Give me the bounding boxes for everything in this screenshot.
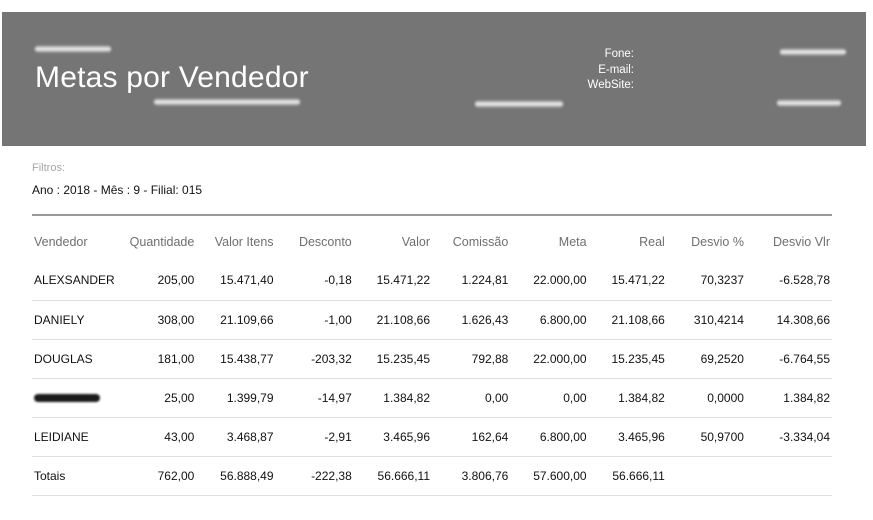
cell-valor-itens: 21.109,66 (196, 300, 276, 340)
cell-valor: 1.384,82 (353, 378, 433, 418)
cell-desvio-vlr: -6.528,78 (745, 261, 832, 301)
column-header-desvio-pct: Desvio % (691, 234, 744, 249)
cell-comissao: 162,64 (432, 417, 511, 457)
column-header-valor: Valor (401, 234, 431, 249)
redacted-phone (780, 48, 846, 56)
cell-valor-itens: 1.399,79 (196, 378, 276, 418)
cell-meta: 22.000,00 (510, 261, 589, 301)
cell-valor: 21.108,66 (353, 300, 433, 340)
redacted-postal-code (777, 99, 841, 107)
cell-comissao: 792,88 (432, 339, 511, 379)
cell-quantidade: 181,00 (116, 339, 197, 379)
filters-label: Filtros: (32, 162, 65, 174)
cell-desconto: -203,32 (275, 339, 354, 379)
column-header-meta: Meta (558, 234, 587, 249)
redacted-seller-name (34, 394, 100, 403)
header-divider (32, 214, 832, 216)
email-label: E-mail: (598, 63, 634, 76)
cell-desvio-pct: 70,3237 (666, 261, 746, 301)
cell-desvio-vlr: -6.764,55 (745, 339, 832, 379)
total-comissao: 3.806,76 (432, 456, 511, 496)
cell-desvio-vlr: 1.384,82 (745, 378, 832, 418)
cell-desvio-pct: 310,4214 (666, 300, 746, 340)
cell-quantidade: 205,00 (116, 261, 197, 301)
cell-valor: 3.465,96 (353, 417, 433, 457)
cell-desconto: -2,91 (275, 417, 354, 457)
table-header-row: Vendedor Quantidade Valor Itens Desconto… (32, 222, 832, 261)
cell-desvio-pct: 69,2520 (666, 339, 746, 379)
report-title: Metas por Vendedor (35, 61, 309, 94)
cell-comissao: 1.626,43 (432, 300, 511, 340)
cell-meta: 6.800,00 (510, 417, 589, 457)
cell-meta: 22.000,00 (510, 339, 589, 379)
cell-comissao: 0,00 (432, 378, 511, 418)
column-header-vendedor: Vendedor (34, 234, 88, 249)
column-header-valor-itens: Valor Itens (214, 234, 274, 249)
total-valor: 56.666,11 (353, 456, 433, 496)
cell-real: 3.465,96 (588, 417, 667, 457)
cell-quantidade: 308,00 (116, 300, 197, 340)
cell-real: 15.235,45 (588, 339, 667, 379)
cell-vendedor: ALEXSANDER (32, 261, 117, 301)
column-header-desvio-vlr: Desvio Vlr (773, 234, 830, 249)
cell-desconto: -1,00 (275, 300, 354, 340)
table-row: DANIELY 308,00 21.109,66 -1,00 21.108,66… (32, 300, 832, 340)
cell-desvio-vlr: -3.334,04 (745, 417, 832, 457)
cell-meta: 0,00 (510, 378, 589, 418)
redacted-address (154, 98, 300, 106)
redacted-district (475, 100, 563, 108)
contact-labels: Fone: E-mail: WebSite: (588, 47, 634, 94)
redacted-company-name (35, 45, 111, 53)
cell-vendedor: DANIELY (32, 300, 117, 340)
cell-comissao: 1.224,81 (432, 261, 511, 301)
cell-real: 15.471,22 (588, 261, 667, 301)
total-desvio-vlr (745, 456, 832, 496)
total-meta: 57.600,00 (510, 456, 589, 496)
cell-desvio-vlr: 14.308,66 (745, 300, 832, 340)
phone-label: Fone: (604, 48, 634, 60)
cell-vendedor: DOUGLAS (32, 339, 117, 379)
cell-desconto: -14,97 (275, 378, 354, 418)
report-header: Metas por Vendedor Fone: E-mail: WebSite… (2, 12, 866, 146)
cell-meta: 6.800,00 (510, 300, 589, 340)
totals-label: Totais (32, 456, 117, 496)
total-valor-itens: 56.888,49 (196, 456, 276, 496)
cell-valor: 15.471,22 (353, 261, 433, 301)
cell-valor-itens: 3.468,87 (196, 417, 276, 457)
cell-real: 1.384,82 (588, 378, 667, 418)
total-desconto: -222,38 (275, 456, 354, 496)
cell-quantidade: 43,00 (116, 417, 197, 457)
table-row: DOUGLAS 181,00 15.438,77 -203,32 15.235,… (32, 339, 832, 379)
cell-valor: 15.235,45 (353, 339, 433, 379)
cell-quantidade: 25,00 (116, 378, 197, 418)
cell-vendedor-redacted (32, 378, 117, 418)
table-row: ALEXSANDER 205,00 15.471,40 -0,18 15.471… (32, 261, 832, 301)
cell-valor-itens: 15.471,40 (196, 261, 276, 301)
cell-valor-itens: 15.438,77 (196, 339, 276, 379)
website-label: WebSite: (587, 79, 634, 91)
totals-row: Totais 762,00 56.888,49 -222,38 56.666,1… (32, 456, 832, 496)
cell-desvio-pct: 50,9700 (666, 417, 746, 457)
table-row: LEIDIANE 43,00 3.468,87 -2,91 3.465,96 1… (32, 417, 832, 457)
sales-goals-table: Vendedor Quantidade Valor Itens Desconto… (32, 222, 832, 496)
column-header-desconto: Desconto (298, 234, 352, 249)
cell-desvio-pct: 0,0000 (666, 378, 746, 418)
column-header-quantidade: Quantidade (129, 234, 195, 249)
table-row: 25,00 1.399,79 -14,97 1.384,82 0,00 0,00… (32, 378, 832, 418)
total-real: 56.666,11 (588, 456, 667, 496)
cell-vendedor: LEIDIANE (32, 417, 117, 457)
filters-value: Ano : 2018 - Mês : 9 - Filial: 015 (32, 183, 203, 197)
total-quantidade: 762,00 (116, 456, 197, 496)
total-desvio-pct (666, 456, 746, 496)
column-header-comissao: Comissão (452, 234, 509, 249)
cell-real: 21.108,66 (588, 300, 667, 340)
column-header-real: Real (639, 234, 665, 249)
cell-desconto: -0,18 (275, 261, 354, 301)
